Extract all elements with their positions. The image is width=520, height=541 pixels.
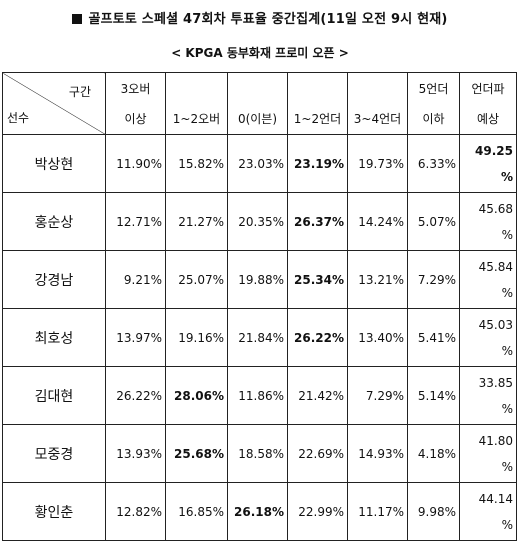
vote-rate-cell: 5.14%: [407, 366, 460, 425]
table-row: 강경남 9.21% 25.07% 19.88% 25.34% 13.21% 7.29% 45.…: [2, 250, 517, 309]
under-par-cell: 33.85%: [459, 366, 517, 425]
vote-rate-cell: 13.93%: [105, 424, 166, 483]
vote-rate-cell: 14.93%: [347, 424, 408, 483]
vote-rate-cell: 25.34%: [287, 250, 348, 309]
under-par-cell: 41.80%: [459, 424, 517, 483]
column-header-under-par: 언더파 예상: [459, 72, 517, 135]
vote-rate-cell: 23.19%: [287, 134, 348, 193]
under-par-cell: 49.25%: [459, 134, 517, 193]
vote-rate-cell: 5.41%: [407, 308, 460, 367]
vote-rate-cell: 12.82%: [105, 482, 166, 541]
vote-rate-cell: 13.40%: [347, 308, 408, 367]
vote-rate-cell: 22.69%: [287, 424, 348, 483]
under-par-value: 33.85: [478, 375, 513, 390]
column-header-3over: 3오버 이상: [105, 72, 166, 135]
vote-rate-cell: 12.71%: [105, 192, 166, 251]
black-square-icon: [72, 14, 83, 24]
table-row: 박상현 11.90% 15.82% 23.03% 23.19% 19.73% 6.33% 49…: [2, 134, 517, 193]
player-name: 강경남: [2, 250, 106, 309]
column-header-5under: 5언더 이하: [407, 72, 460, 135]
under-par-value: 45.84: [478, 259, 513, 274]
vote-rate-cell: 16.85%: [165, 482, 228, 541]
player-name: 박상현: [2, 134, 106, 193]
under-par-percent-sign: %: [501, 285, 513, 300]
under-par-value: 44.14: [478, 491, 513, 506]
vote-rate-cell: 9.98%: [407, 482, 460, 541]
vote-rate-cell: 19.73%: [347, 134, 408, 193]
header-row: 구간 선수 3오버 이상 1~2오버 0(이븐) 1~2언더 3~4언더 5언더 이…: [2, 72, 517, 135]
under-par-cell: 45.03%: [459, 308, 517, 367]
player-name: 모중경: [2, 424, 106, 483]
vote-rate-cell: 26.22%: [105, 366, 166, 425]
vote-rate-cell: 23.03%: [227, 134, 288, 193]
under-par-cell: 44.14%: [459, 482, 517, 541]
vote-rate-cell: 5.07%: [407, 192, 460, 251]
column-header-1-2over: 1~2오버: [165, 72, 228, 135]
table-row: 모중경 13.93% 25.68% 18.58% 22.69% 14.93% 4.18% 41…: [2, 424, 517, 483]
vote-rate-cell: 13.21%: [347, 250, 408, 309]
vote-rate-cell: 25.07%: [165, 250, 228, 309]
vote-rate-cell: 11.17%: [347, 482, 408, 541]
vote-rate-cell: 11.90%: [105, 134, 166, 193]
table-row: 최호성 13.97% 19.16% 21.84% 26.22% 13.40% 5.41% 45…: [2, 308, 517, 367]
table-row: 황인춘 12.82% 16.85% 26.18% 22.99% 11.17% 9.98% 44…: [2, 482, 517, 541]
player-name: 김대현: [2, 366, 106, 425]
vote-rate-cell: 6.33%: [407, 134, 460, 193]
vote-rate-cell: 14.24%: [347, 192, 408, 251]
vote-rate-table: 구간 선수 3오버 이상 1~2오버 0(이븐) 1~2언더 3~4언더 5언더 이…: [2, 72, 517, 541]
vote-rate-cell: 18.58%: [227, 424, 288, 483]
player-label: 선수: [7, 111, 30, 125]
vote-rate-cell: 7.29%: [347, 366, 408, 425]
under-par-cell: 45.68%: [459, 192, 517, 251]
vote-rate-cell: 21.27%: [165, 192, 228, 251]
vote-rate-cell: 19.16%: [165, 308, 228, 367]
report-subtitle: < KPGA 동부화재 프로미 오픈 >: [171, 46, 349, 60]
vote-rate-cell: 7.29%: [407, 250, 460, 309]
player-name: 황인춘: [2, 482, 106, 541]
column-header-even: 0(이븐): [227, 72, 288, 135]
under-par-cell: 45.84%: [459, 250, 517, 309]
vote-rate-cell: 20.35%: [227, 192, 288, 251]
under-par-percent-sign: %: [501, 227, 513, 242]
column-header-1-2under: 1~2언더: [287, 72, 348, 135]
vote-rate-cell: 28.06%: [165, 366, 228, 425]
vote-rate-cell: 26.22%: [287, 308, 348, 367]
under-par-percent-sign: %: [501, 459, 513, 474]
vote-rate-cell: 21.84%: [227, 308, 288, 367]
player-name: 최호성: [2, 308, 106, 367]
header-corner-cell: 구간 선수: [2, 72, 106, 135]
table-row: 홍순상 12.71% 21.27% 20.35% 26.37% 14.24% 5.07% 45…: [2, 192, 517, 251]
vote-rate-cell: 21.42%: [287, 366, 348, 425]
vote-rate-cell: 11.86%: [227, 366, 288, 425]
report-title-text: 골프토토 스페셜 47회차 투표율 중간집계(11일 오전 9시 현재): [88, 12, 448, 27]
player-name: 홍순상: [2, 192, 106, 251]
vote-rate-cell: 22.99%: [287, 482, 348, 541]
section-label: 구간: [68, 85, 91, 99]
vote-rate-cell: 9.21%: [105, 250, 166, 309]
vote-rate-cell: 15.82%: [165, 134, 228, 193]
vote-rate-cell: 13.97%: [105, 308, 166, 367]
vote-rate-cell: 25.68%: [165, 424, 228, 483]
under-par-value: 45.68: [478, 201, 513, 216]
under-par-percent-sign: %: [500, 169, 513, 184]
under-par-percent-sign: %: [501, 517, 513, 532]
under-par-percent-sign: %: [501, 343, 513, 358]
vote-rate-cell: 19.88%: [227, 250, 288, 309]
column-header-3-4under: 3~4언더: [347, 72, 408, 135]
under-par-value: 49.25: [475, 143, 513, 158]
under-par-percent-sign: %: [501, 401, 513, 416]
under-par-value: 41.80: [478, 433, 513, 448]
vote-rate-cell: 26.37%: [287, 192, 348, 251]
vote-rate-cell: 26.18%: [227, 482, 288, 541]
vote-rate-cell: 4.18%: [407, 424, 460, 483]
table-row: 김대현 26.22% 28.06% 11.86% 21.42% 7.29% 5.14% 33.…: [2, 366, 517, 425]
under-par-value: 45.03: [478, 317, 513, 332]
report-title: 골프토토 스페셜 47회차 투표율 중간집계(11일 오전 9시 현재): [0, 8, 520, 27]
